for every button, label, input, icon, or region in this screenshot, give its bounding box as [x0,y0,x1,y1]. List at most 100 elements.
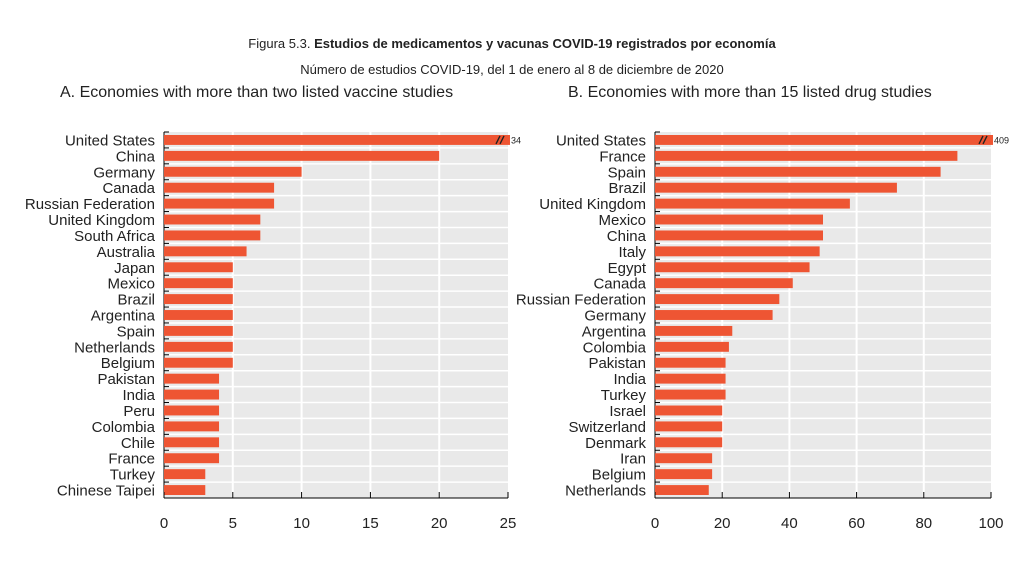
panel-b-category-label: Russian Federation [516,292,646,309]
panel-b-x-tick-label: 20 [714,515,731,532]
panel-a-x-tick-label: 15 [362,515,379,532]
panel-a-category-label: Japan [114,260,155,277]
panel-a-bar-mexico [164,278,233,289]
panel-b-x-tick-label: 40 [781,515,798,532]
panel-a-title: A. Economies with more than two listed v… [60,84,454,101]
panel-b-bar-russian-federation [655,294,780,305]
panel-b-category-label: Pakistan [588,355,646,372]
panel-a-x-tick-label: 0 [160,515,168,532]
panel-a-category-label: Spain [117,323,155,340]
panel-a-bar-netherlands [164,341,233,352]
panel-b-bar-netherlands [655,485,709,495]
panel-a-bar-germany [164,166,302,177]
panel-a-bar-pakistan [164,373,220,384]
panel-a-bar-japan [164,262,233,273]
panel-b-category-label: Switzerland [568,419,646,436]
panel-a-bar-turkey [164,469,206,480]
panel-b-bar-argentina [655,325,733,336]
panel-b-bar-india [655,373,726,384]
panel-b-category-label: Turkey [601,387,647,404]
panel-a-x-tick-label: 25 [500,515,517,532]
panel-b-bar-united-states [655,135,993,145]
panel-b-category-label: France [599,148,646,165]
axis-break-icon [982,135,988,145]
panel-a-category-label: Brazil [117,292,155,309]
panel-a-bar-united-kingdom [164,214,261,225]
panel-b-category-label: Israel [609,403,646,420]
panel-b-category-label: Germany [584,308,646,325]
panel-b-bar-spain [655,166,941,177]
panel-a-bar-france [164,453,220,464]
panel-b-bar-france [655,150,958,161]
panel-a-category-label: China [116,148,156,165]
panel-a-data-label: 34 [511,135,521,145]
panel-b-category-label: Brazil [608,180,646,197]
panel-a-bar-argentina [164,310,233,320]
panel-b-category-label: United Kingdom [539,196,646,213]
panel-b-bar-germany [655,310,773,320]
panel-a-category-label: Turkey [110,467,156,484]
panel-a-category-label: Pakistan [97,371,155,388]
axis-break-icon [499,135,505,145]
panel-b-category-label: India [613,371,646,388]
panel-a-category-label: India [122,387,155,404]
panel-a-bar-china [164,150,440,161]
panel-a-bar-colombia [164,421,220,432]
figure-label: Figura 5.3. [248,36,311,51]
panel-b-category-label: Iran [620,451,646,468]
panel-a-category-label: Canada [102,180,155,197]
panel-b-category-label: Italy [618,244,646,261]
panel-a-bar-belgium [164,357,233,368]
figure-subtitle: Número de estudios COVID-19, del 1 de en… [300,62,724,77]
panel-b-data-label: 409 [994,135,1009,145]
panel-a-bar-russian-federation [164,198,275,209]
panel-b-x-tick-label: 0 [651,515,659,532]
panel-a-category-label: United Kingdom [48,212,155,229]
panel-a-x-tick-label: 10 [293,515,310,532]
panel-b-bar-switzerland [655,421,723,432]
panel-a-bar-peru [164,405,220,416]
panel-a-category-label: South Africa [74,228,156,245]
panel-a-category-label: Netherlands [74,339,155,356]
axis-break-icon [978,135,984,145]
panel-a-bar-brazil [164,294,233,305]
panel-b-category-label: Mexico [598,212,646,229]
panel-a-category-label: United States [65,132,155,149]
panel-b-bar-brazil [655,182,897,193]
panel-b-bar-iran [655,453,713,464]
panel-a-category-label: Germany [93,164,155,181]
panel-a-x-tick-label: 20 [431,515,448,532]
panel-b-bar-colombia [655,341,729,352]
panel-a-bar-chinese-taipei [164,485,206,495]
panel-b-x-tick-label: 80 [915,515,932,532]
panel-b-x-tick-label: 60 [848,515,865,532]
panel-a-category-label: Argentina [91,308,156,325]
panel-b-bar-canada [655,278,793,289]
panel-a-bar-india [164,389,220,400]
panel-b-category-label: Spain [608,164,646,181]
panel-a-bar-canada [164,182,275,193]
panel-b-category-label: Canada [593,276,646,293]
panel-a-category-label: Belgium [101,355,155,372]
axis-break-icon [495,135,501,145]
panel-b-category-label: United States [556,132,646,149]
panel-b-bar-turkey [655,389,726,400]
panel-a-category-label: Mexico [107,276,155,293]
panel-b-x-tick-label: 100 [978,515,1003,532]
panel-b-bar-belgium [655,469,713,480]
panel-a-category-label: Chinese Taipei [57,483,155,500]
panel-b-bar-egypt [655,262,810,273]
panel-b-bar-mexico [655,214,823,225]
panel-a-category-label: Chile [121,435,155,452]
panel-b-category-label: Argentina [582,323,647,340]
panel-a-bar-south-africa [164,230,261,241]
panel-b-bar-pakistan [655,357,726,368]
panel-a-bar-australia [164,246,247,257]
panel-a-category-label: France [108,451,155,468]
panel-b-bar-denmark [655,437,723,448]
panel-a-category-label: Australia [97,244,156,261]
panel-b-bar-italy [655,246,820,257]
figure-title-text: Estudios de medicamentos y vacunas COVID… [314,36,776,51]
